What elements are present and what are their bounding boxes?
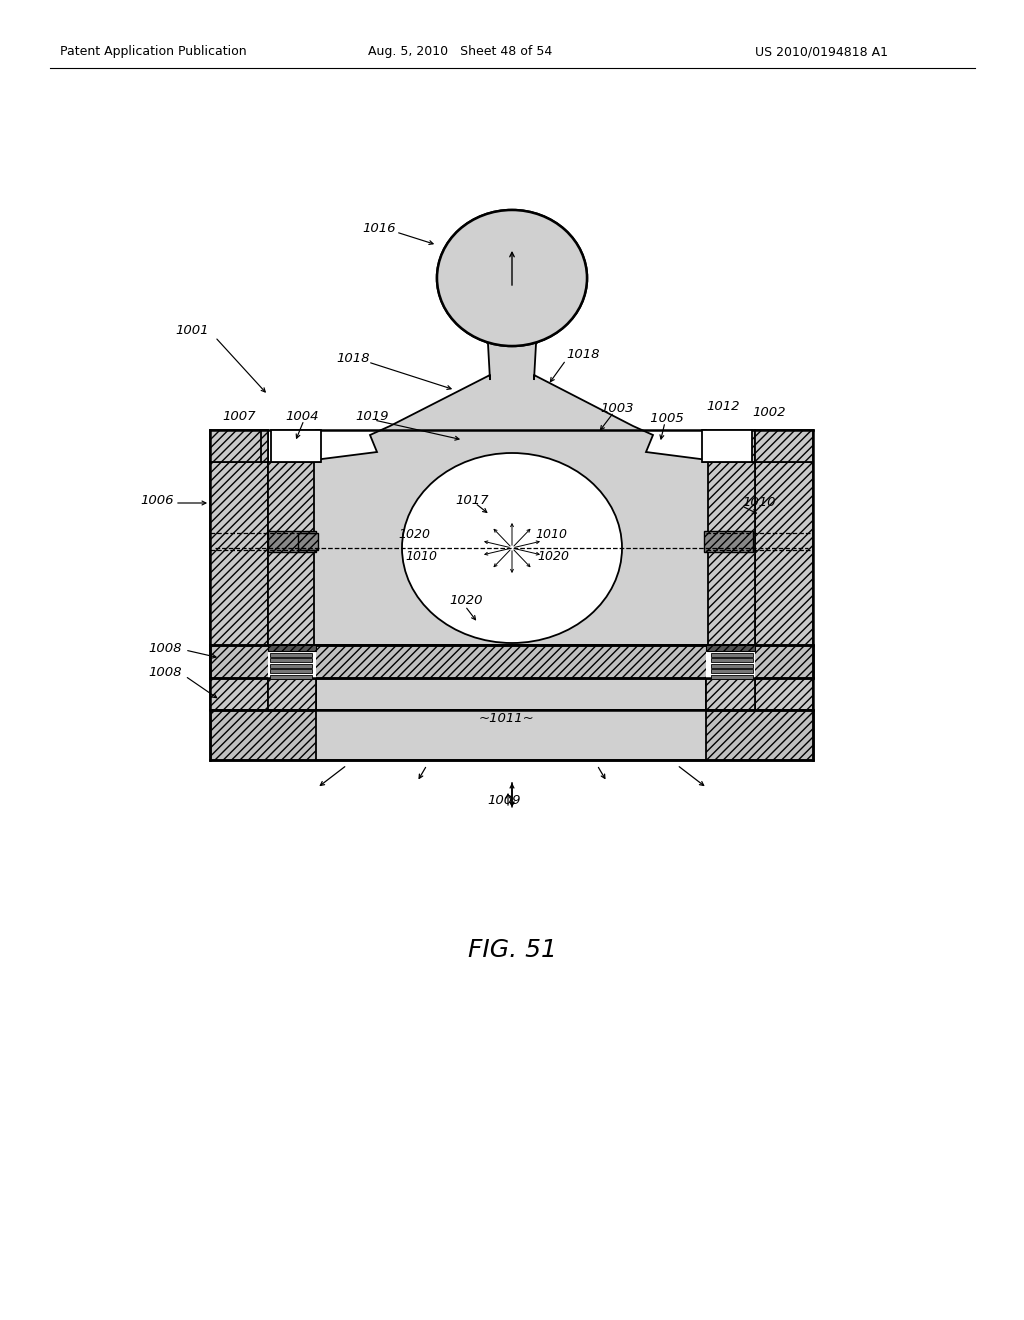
Bar (210, 710, 813, 760)
Bar (711, 657, 753, 663)
Bar (268, 645, 316, 678)
Bar (270, 669, 312, 673)
Text: 1019: 1019 (355, 409, 388, 422)
Bar (751, 430, 755, 462)
Text: 1008: 1008 (148, 642, 181, 655)
Bar (268, 645, 316, 651)
Bar (210, 645, 813, 678)
Text: 1009: 1009 (487, 793, 520, 807)
Bar (270, 657, 312, 663)
Polygon shape (314, 282, 708, 645)
Text: 1010: 1010 (406, 549, 437, 562)
Bar (210, 462, 268, 678)
Bar (711, 669, 753, 673)
Bar (270, 675, 312, 678)
Bar (268, 678, 316, 710)
Bar (705, 531, 753, 552)
Bar (706, 462, 755, 645)
Text: 1020: 1020 (449, 594, 482, 606)
Bar (316, 710, 706, 760)
Text: 1010: 1010 (742, 495, 775, 508)
Bar (711, 664, 753, 668)
Text: 1001: 1001 (175, 323, 209, 337)
Bar (210, 678, 268, 710)
Text: 1006: 1006 (140, 494, 173, 507)
Bar (711, 647, 753, 651)
Text: Aug. 5, 2010   Sheet 48 of 54: Aug. 5, 2010 Sheet 48 of 54 (368, 45, 552, 58)
Text: 1012: 1012 (706, 400, 739, 412)
Bar (270, 652, 312, 656)
Ellipse shape (437, 210, 587, 346)
Bar (261, 430, 268, 462)
Bar (755, 430, 813, 462)
Text: FIG. 51: FIG. 51 (468, 939, 556, 962)
Bar (210, 430, 268, 462)
Text: 1018: 1018 (336, 351, 370, 364)
Text: 1010: 1010 (535, 528, 567, 541)
Bar (706, 645, 755, 651)
Text: US 2010/0194818 A1: US 2010/0194818 A1 (755, 45, 888, 58)
Bar (270, 664, 312, 668)
Bar (755, 678, 813, 710)
Bar (298, 533, 318, 550)
Bar (711, 675, 753, 678)
Bar (268, 462, 316, 645)
Bar (271, 430, 321, 462)
Bar (755, 462, 813, 678)
Ellipse shape (437, 210, 587, 346)
Text: 1008: 1008 (148, 667, 181, 680)
Bar (702, 430, 752, 462)
Text: 1020: 1020 (398, 528, 430, 541)
Bar (706, 678, 755, 710)
Bar (711, 652, 753, 656)
Text: 1016: 1016 (362, 222, 395, 235)
Bar (316, 430, 319, 462)
Bar (703, 430, 706, 462)
Text: 1007: 1007 (222, 409, 256, 422)
Text: 1004: 1004 (285, 409, 318, 422)
Text: 1017: 1017 (455, 494, 488, 507)
Text: 1005: 1005 (646, 412, 684, 425)
Ellipse shape (402, 453, 622, 643)
Text: 1003: 1003 (600, 401, 634, 414)
Text: 1020: 1020 (537, 549, 569, 562)
Text: ~1011~: ~1011~ (479, 711, 535, 725)
Text: 1002: 1002 (752, 407, 785, 420)
Text: 1018: 1018 (566, 347, 599, 360)
Bar (270, 647, 312, 651)
Bar (316, 678, 706, 710)
Bar (706, 645, 755, 678)
Text: Patent Application Publication: Patent Application Publication (60, 45, 247, 58)
Bar (268, 531, 316, 552)
